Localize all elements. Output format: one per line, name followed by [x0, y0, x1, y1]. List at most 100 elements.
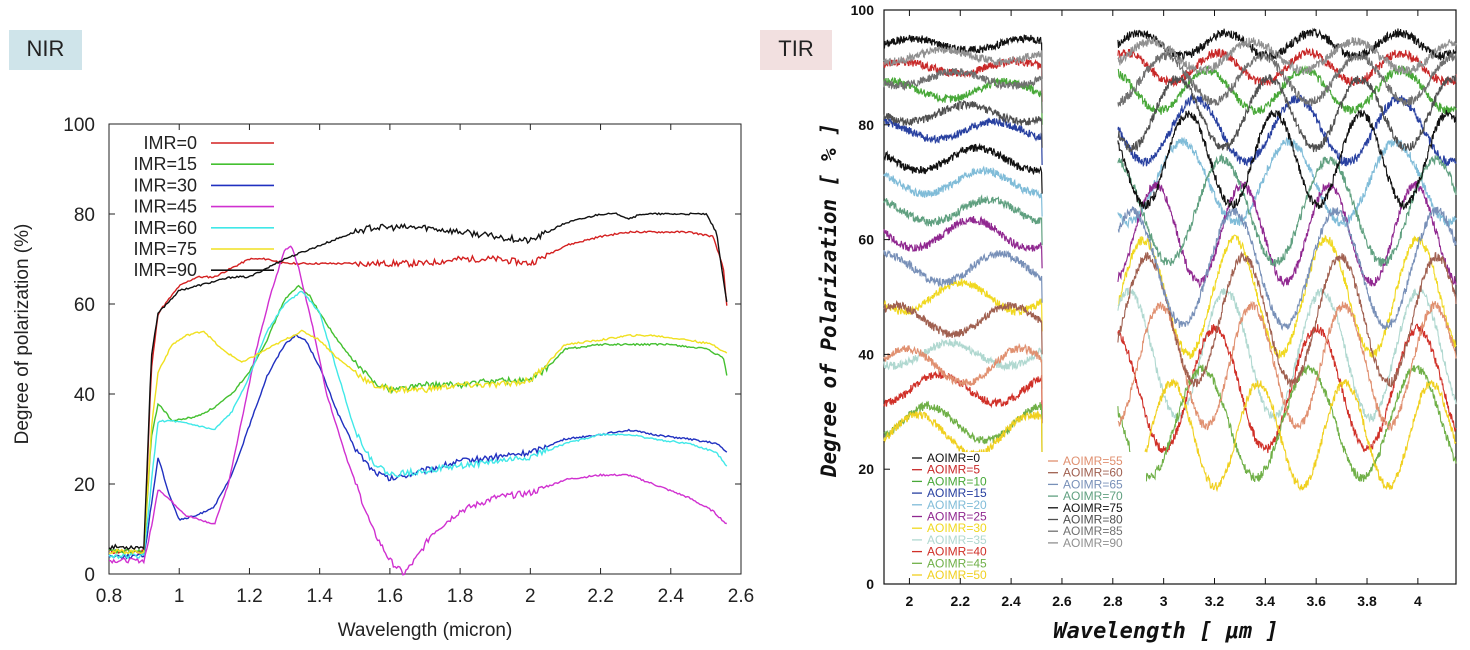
tir-series-right — [1117, 323, 1457, 454]
tir-x-tick-label: 2.4 — [1001, 593, 1021, 609]
tir-series-right — [1117, 74, 1457, 153]
nir-legend-label: IMR=0 — [143, 133, 197, 153]
tir-series-left — [883, 76, 1043, 125]
tir-legend-label: AOIMR=60 — [1063, 466, 1123, 480]
nir-panel-label: NIR — [9, 30, 82, 70]
tir-legend-label: AOIMR=15 — [927, 486, 987, 500]
tir-legend-label: AOIMR=30 — [927, 521, 987, 535]
tir-x-tick-label: 2 — [906, 593, 914, 609]
tir-legend-label: AOIMR=20 — [927, 498, 987, 512]
nir-y-axis-label: Degree of polarization (%) — [12, 224, 33, 445]
nir-legend-label: IMR=45 — [133, 197, 197, 217]
tir-series-right — [1117, 36, 1457, 75]
tir-series-left — [883, 215, 1043, 269]
nir-x-tick-label: 2.4 — [658, 586, 685, 607]
tir-y-tick-label: 40 — [858, 346, 874, 362]
nir-x-tick-label: 2.2 — [587, 586, 613, 607]
tir-legend-label: AOIMR=65 — [1063, 477, 1123, 491]
tir-x-tick-label: 3.2 — [1205, 593, 1225, 609]
nir-legend-label: IMR=30 — [133, 175, 197, 195]
tir-series-left — [883, 165, 1043, 217]
tir-y-tick-label: 60 — [858, 232, 874, 248]
tir-series-right — [1117, 180, 1457, 289]
tir-series-left — [883, 99, 1043, 148]
nir-legend-label: IMR=90 — [133, 260, 197, 280]
tir-legend-label: AOIMR=90 — [1063, 536, 1123, 550]
nir-x-tick-label: 2.6 — [728, 586, 754, 607]
nir-x-tick-label: 1.6 — [377, 586, 403, 607]
tir-x-tick-label: 2.2 — [951, 593, 971, 609]
tir-series-left — [883, 194, 1043, 246]
tir-series-right — [1117, 109, 1457, 210]
tir-x-tick-label: 3.6 — [1306, 593, 1326, 609]
tir-y-tick-label: 20 — [858, 461, 874, 477]
nir-series-line-imr-75 — [108, 329, 728, 555]
nir-series-line-imr-15 — [108, 284, 728, 555]
tir-x-tick-label: 3 — [1160, 593, 1168, 609]
nir-x-tick-label: 0.8 — [96, 586, 122, 607]
tir-legend-label: AOIMR=50 — [927, 568, 987, 582]
tir-series-right — [1117, 206, 1457, 331]
tir-x-tick-label: 2.6 — [1052, 593, 1072, 609]
tir-series-left — [883, 68, 1043, 114]
tir-x-tick-label: 4 — [1414, 593, 1422, 609]
tir-series-right — [1117, 378, 1457, 493]
nir-plot-frame — [108, 123, 742, 575]
nir-y-tick-label: 20 — [74, 475, 95, 496]
nir-series-line-imr-45 — [108, 245, 727, 576]
tir-series-left — [883, 277, 1043, 332]
tir-legend-label: AOIMR=55 — [1063, 454, 1123, 468]
tir-legend-label: AOIMR=40 — [927, 545, 987, 559]
tir-chart: 2 2.2 2.4 2.6 2.8 3 3.2 3.4 3.6 3.8 4020406080100W… — [817, 2, 1457, 644]
tir-series-right — [1117, 286, 1457, 423]
tir-legend-label: AOIMR=80 — [1063, 513, 1123, 527]
tir-series-right — [1117, 93, 1457, 168]
tir-series-left — [883, 45, 1043, 91]
tir-legend-label: AOIMR=75 — [1063, 501, 1123, 515]
nir-series-line-imr-60 — [108, 290, 728, 560]
tir-series-right — [1117, 251, 1457, 388]
tir-series-right — [1117, 50, 1457, 108]
tir-x-tick-label: 2.8 — [1103, 593, 1123, 609]
tir-x-tick-label: 3.8 — [1357, 593, 1377, 609]
tir-series-left — [883, 142, 1043, 194]
tir-legend-label: AOIMR=45 — [927, 556, 987, 570]
nir-x-tick-label: 1 — [174, 586, 185, 607]
tir-series-left — [883, 300, 1043, 355]
tir-y-axis-label: Degree of Polarization [ % ] — [817, 123, 841, 478]
tir-y-tick-label: 0 — [866, 576, 874, 592]
tir-legend-label: AOIMR=5 — [927, 463, 980, 477]
tir-legend-label: AOIMR=25 — [927, 510, 987, 524]
tir-legend-background — [908, 452, 1146, 566]
tir-legend-label: AOIMR=35 — [927, 533, 987, 547]
nir-x-tick-label: 2 — [525, 586, 536, 607]
nir-y-tick-label: 80 — [74, 205, 95, 226]
nir-y-tick-label: 60 — [74, 295, 95, 316]
nir-legend-label: IMR=60 — [133, 218, 197, 238]
tir-x-tick-label: 3.4 — [1256, 593, 1276, 609]
nir-x-tick-label: 1.8 — [447, 586, 473, 607]
tir-legend-label: AOIMR=0 — [927, 451, 980, 465]
nir-chart: 0.8 1 1.2 1.4 1.6 1.8 2 2.2 2.4 2.6 0 20 40 60 80 100 Wa… — [12, 115, 754, 641]
tir-y-tick-label: 80 — [858, 117, 874, 133]
nir-legend-label: IMR=75 — [133, 239, 197, 259]
tir-series-left — [883, 342, 1043, 401]
tir-series-right — [1117, 47, 1457, 88]
tir-legend-label: AOIMR=70 — [1063, 489, 1123, 503]
tir-series-left — [883, 249, 1043, 303]
tir-y-tick-label: 100 — [851, 2, 875, 18]
nir-y-tick-label: 40 — [74, 385, 95, 406]
nir-legend-label: IMR=15 — [133, 154, 197, 174]
nir-series-line-imr-90 — [108, 212, 728, 551]
tir-series-right — [1117, 152, 1457, 267]
tir-series-right — [1117, 300, 1457, 432]
tir-x-axis-label: Wavelength [ μm ] — [1053, 619, 1278, 644]
tir-series-left — [883, 117, 1043, 166]
tir-panel-label: TIR — [760, 30, 832, 70]
nir-x-tick-label: 1.4 — [306, 586, 333, 607]
nir-y-tick-label: 100 — [63, 115, 95, 136]
nir-y-tick-label: 0 — [84, 565, 95, 586]
tir-legend-label: AOIMR=10 — [927, 474, 987, 488]
nir-series-line-imr-0 — [108, 230, 728, 555]
